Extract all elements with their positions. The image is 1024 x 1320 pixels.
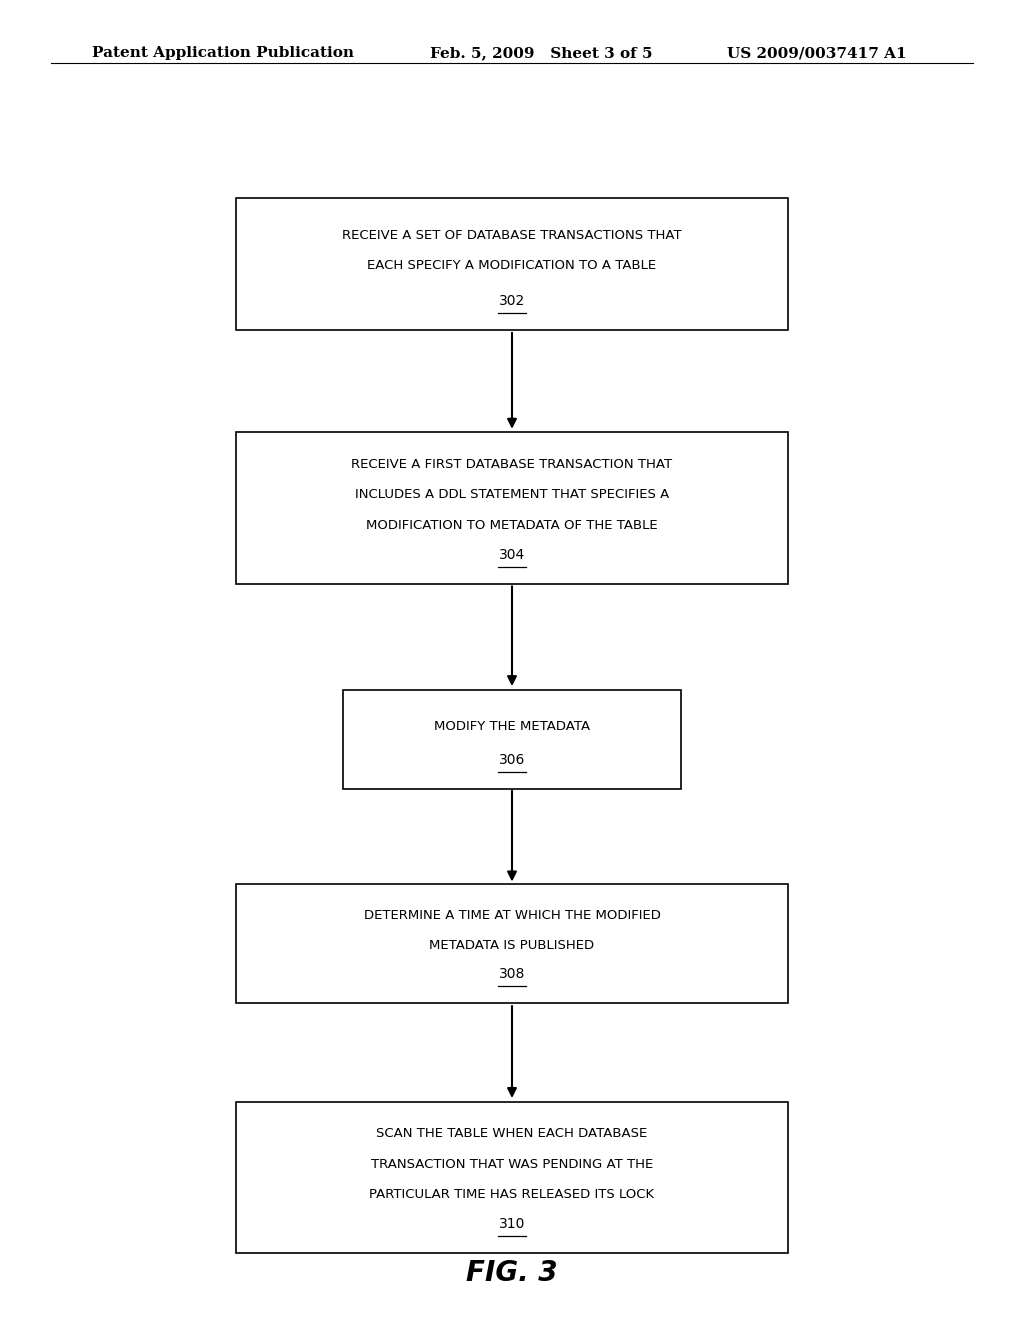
Text: PARTICULAR TIME HAS RELEASED ITS LOCK: PARTICULAR TIME HAS RELEASED ITS LOCK: [370, 1188, 654, 1201]
FancyBboxPatch shape: [236, 433, 788, 583]
Text: FIG. 3: FIG. 3: [466, 1259, 558, 1287]
FancyBboxPatch shape: [236, 198, 788, 330]
FancyBboxPatch shape: [236, 884, 788, 1003]
FancyBboxPatch shape: [236, 1101, 788, 1254]
Text: MODIFY THE METADATA: MODIFY THE METADATA: [434, 719, 590, 733]
Text: Patent Application Publication: Patent Application Publication: [92, 46, 354, 61]
Text: 302: 302: [499, 294, 525, 308]
Text: METADATA IS PUBLISHED: METADATA IS PUBLISHED: [429, 940, 595, 952]
Text: 306: 306: [499, 752, 525, 767]
Text: DETERMINE A TIME AT WHICH THE MODIFIED: DETERMINE A TIME AT WHICH THE MODIFIED: [364, 909, 660, 921]
Text: 310: 310: [499, 1217, 525, 1232]
Text: RECEIVE A SET OF DATABASE TRANSACTIONS THAT: RECEIVE A SET OF DATABASE TRANSACTIONS T…: [342, 230, 682, 242]
Text: RECEIVE A FIRST DATABASE TRANSACTION THAT: RECEIVE A FIRST DATABASE TRANSACTION THA…: [351, 458, 673, 471]
Text: INCLUDES A DDL STATEMENT THAT SPECIFIES A: INCLUDES A DDL STATEMENT THAT SPECIFIES …: [355, 488, 669, 502]
Text: 308: 308: [499, 968, 525, 981]
Text: SCAN THE TABLE WHEN EACH DATABASE: SCAN THE TABLE WHEN EACH DATABASE: [377, 1127, 647, 1140]
Text: US 2009/0037417 A1: US 2009/0037417 A1: [727, 46, 906, 61]
Text: Feb. 5, 2009   Sheet 3 of 5: Feb. 5, 2009 Sheet 3 of 5: [430, 46, 652, 61]
FancyBboxPatch shape: [343, 689, 681, 788]
Text: EACH SPECIFY A MODIFICATION TO A TABLE: EACH SPECIFY A MODIFICATION TO A TABLE: [368, 260, 656, 272]
Text: TRANSACTION THAT WAS PENDING AT THE: TRANSACTION THAT WAS PENDING AT THE: [371, 1158, 653, 1171]
Text: MODIFICATION TO METADATA OF THE TABLE: MODIFICATION TO METADATA OF THE TABLE: [367, 519, 657, 532]
Text: 304: 304: [499, 548, 525, 562]
